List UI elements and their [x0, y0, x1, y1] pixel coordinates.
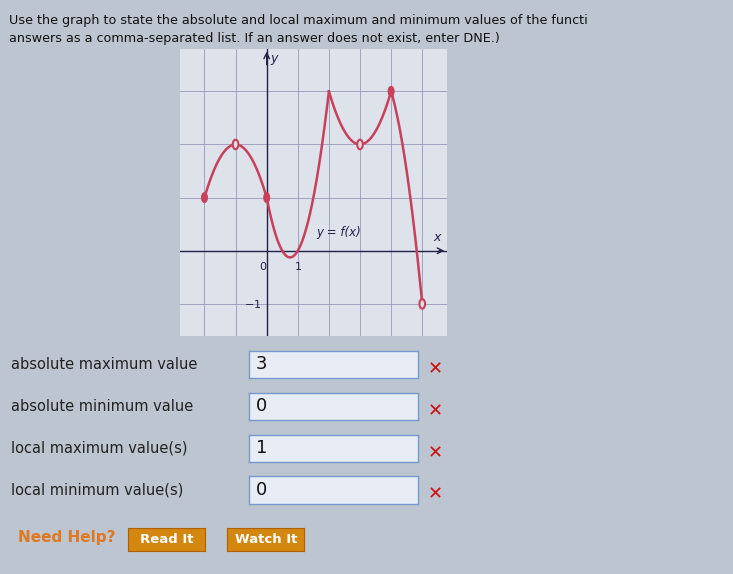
Text: Watch It: Watch It — [235, 533, 297, 546]
Text: $1$: $1$ — [294, 261, 302, 272]
Text: $y$: $y$ — [270, 53, 280, 67]
Text: ✕: ✕ — [427, 360, 443, 378]
Text: Use the graph to state the absolute and local maximum and minimum values of the : Use the graph to state the absolute and … — [9, 14, 588, 28]
Text: answers as a comma-separated list. If an answer does not exist, enter DNE.): answers as a comma-separated list. If an… — [9, 32, 500, 45]
Text: y = f(x): y = f(x) — [316, 226, 361, 239]
Text: local maximum value(s): local maximum value(s) — [11, 441, 188, 456]
Text: ✕: ✕ — [427, 402, 443, 420]
Circle shape — [357, 139, 363, 149]
Text: Read It: Read It — [140, 533, 194, 546]
Text: $x$: $x$ — [432, 231, 443, 244]
Text: 0: 0 — [256, 481, 268, 499]
Circle shape — [388, 87, 394, 96]
Text: $0$: $0$ — [259, 261, 267, 272]
Circle shape — [233, 139, 238, 149]
Text: absolute maximum value: absolute maximum value — [11, 357, 197, 372]
Text: absolute minimum value: absolute minimum value — [11, 399, 194, 414]
Circle shape — [419, 299, 425, 309]
Text: ✕: ✕ — [427, 486, 443, 504]
Text: 3: 3 — [256, 355, 268, 374]
Text: local minimum value(s): local minimum value(s) — [11, 483, 183, 498]
Text: ✕: ✕ — [427, 444, 443, 462]
Text: 1: 1 — [256, 439, 268, 457]
Text: 0: 0 — [256, 397, 268, 416]
Circle shape — [202, 193, 207, 203]
Circle shape — [264, 193, 270, 203]
Text: $-1$: $-1$ — [244, 298, 261, 310]
Text: Need Help?: Need Help? — [18, 530, 116, 545]
